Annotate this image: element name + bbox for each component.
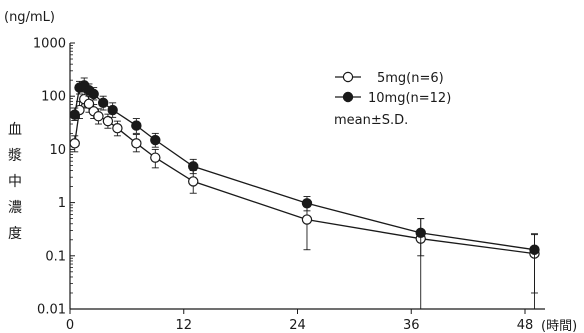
x-axis-ticks: 0 12 24 36 48 xyxy=(66,309,533,333)
y-axis-title-char: 度 xyxy=(8,226,22,242)
y-axis-title-char: 血 xyxy=(8,122,22,138)
data-point xyxy=(188,161,199,172)
x-tick-label: 0 xyxy=(66,318,74,333)
series-line xyxy=(74,84,535,251)
x-axis-title: (時間) xyxy=(541,319,577,333)
data-point xyxy=(83,98,95,109)
x-tick-label: 48 xyxy=(517,318,534,333)
y-axis-title-char: 漿 xyxy=(8,148,22,164)
x-tick-label: 36 xyxy=(403,318,420,333)
data-point xyxy=(150,134,161,146)
y-tick-label: 100 xyxy=(41,90,66,105)
data-point xyxy=(107,104,118,116)
x-tick-label: 24 xyxy=(289,318,306,333)
y-tick-label: 0.1 xyxy=(45,249,66,264)
legend-note: mean±S.D. xyxy=(334,113,408,128)
data-point xyxy=(301,198,313,209)
legend-marker xyxy=(342,91,354,103)
data-point xyxy=(93,111,104,122)
legend-label: 10mg(n=12) xyxy=(368,91,451,106)
series-filled xyxy=(69,77,540,294)
y-tick-label: 1000 xyxy=(33,37,66,52)
data-point xyxy=(150,152,161,163)
data-point xyxy=(69,109,80,120)
y-tick-label: 0.01 xyxy=(37,303,66,318)
y-axis-title-char: 濃 xyxy=(8,200,22,216)
y-tick-label: 1 xyxy=(58,196,66,211)
y-unit-label: (ng/mL) xyxy=(4,10,55,25)
data-point xyxy=(529,244,540,255)
data-point xyxy=(88,88,99,100)
legend: 5mg(n=6) 10mg(n=12) mean±S.D. xyxy=(334,71,451,128)
data-point xyxy=(131,138,142,149)
data-point xyxy=(301,214,313,225)
data-point xyxy=(188,176,199,187)
x-tick-label: 12 xyxy=(175,318,192,333)
data-point xyxy=(415,227,426,239)
data-point xyxy=(102,115,114,127)
data-point xyxy=(69,138,80,149)
y-axis-ticks: 0.01 0.1 1 10 100 1000 xyxy=(33,37,75,318)
y-axis-title-char: 中 xyxy=(8,174,22,190)
y-tick-label: 10 xyxy=(49,143,66,158)
data-point xyxy=(131,120,142,131)
data-point xyxy=(97,97,109,109)
series-layer xyxy=(69,77,540,310)
data-point xyxy=(112,123,123,134)
series-line xyxy=(74,98,535,255)
legend-label: 5mg(n=6) xyxy=(377,71,444,86)
legend-marker xyxy=(342,71,354,83)
